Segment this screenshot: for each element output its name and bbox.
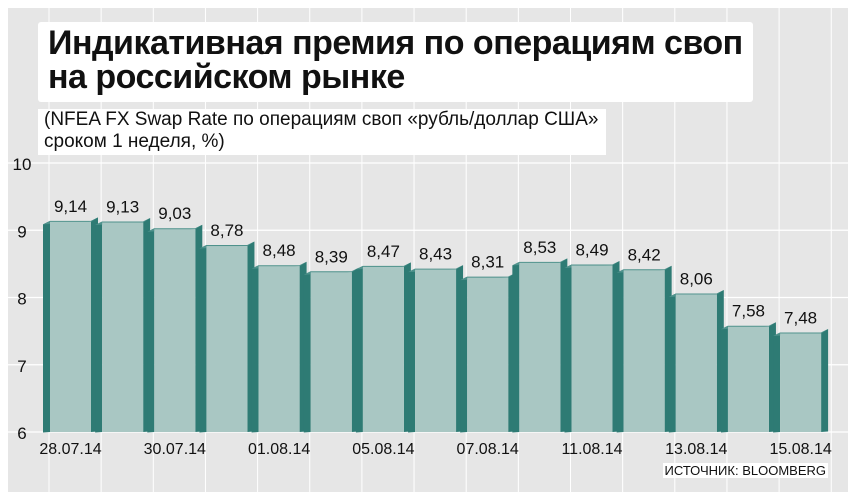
bar-value-label: 8,48 xyxy=(263,241,296,260)
y-tick-label: 7 xyxy=(17,357,26,376)
bar xyxy=(258,266,300,432)
bar xyxy=(206,246,248,432)
x-tick-label: 05.08.14 xyxy=(352,441,414,458)
bar-side-left xyxy=(564,264,572,433)
bar-side-left xyxy=(512,261,520,433)
y-tick-label: 10 xyxy=(13,155,32,174)
y-tick-label: 8 xyxy=(17,290,26,309)
bar-side-left xyxy=(147,228,155,433)
bar-value-label: 7,58 xyxy=(732,302,765,321)
x-tick-label: 13.08.14 xyxy=(665,441,727,458)
bar-value-label: 8,39 xyxy=(315,247,348,266)
bar-side-left xyxy=(95,221,103,433)
bar-value-label: 7,48 xyxy=(784,308,817,327)
y-tick-label: 6 xyxy=(17,424,26,443)
chart-title: Индикативная премия по операциям своп на… xyxy=(38,22,753,102)
chart-subtitle: (NFEA FX Swap Rate по операциям своп «ру… xyxy=(38,109,607,155)
bar-side-left xyxy=(408,268,416,433)
x-tick-label: 01.08.14 xyxy=(248,441,310,458)
bar xyxy=(571,265,613,432)
bar xyxy=(50,221,91,432)
bar-side-left xyxy=(251,265,259,433)
bar-value-label: 8,31 xyxy=(471,253,504,272)
bar xyxy=(623,270,665,432)
bar-value-label: 8,78 xyxy=(210,221,243,240)
bar-side-left xyxy=(773,332,781,433)
bar xyxy=(727,326,769,432)
chart-title-line-1: Индикативная премия по операциям своп xyxy=(48,24,743,62)
x-tick-label: 30.07.14 xyxy=(144,441,206,458)
bar-side xyxy=(821,328,829,432)
y-tick-label: 9 xyxy=(17,222,26,241)
bar-side-left xyxy=(43,220,50,433)
bar-value-label: 8,06 xyxy=(680,269,713,288)
chart-subtitle-line-1: (NFEA FX Swap Rate по операциям своп «ру… xyxy=(44,109,599,130)
bar-side-left xyxy=(720,325,728,433)
bar xyxy=(780,333,822,432)
chart-subtitle-line-2: сроком 1 неделя, %) xyxy=(44,131,225,152)
bar xyxy=(675,294,717,432)
bar-side-left xyxy=(616,269,624,433)
bar-value-label: 8,49 xyxy=(575,241,608,260)
bar-value-label: 8,43 xyxy=(419,245,452,264)
bar xyxy=(102,222,144,432)
bar xyxy=(154,229,196,432)
bar-value-label: 9,13 xyxy=(106,198,139,217)
bar-side-left xyxy=(460,276,468,433)
bar-side-left xyxy=(199,245,207,433)
bar-side-left xyxy=(303,271,311,433)
x-tick-label: 11.08.14 xyxy=(561,441,622,458)
chart-title-line-2: на российском рынке xyxy=(48,58,405,96)
bar-side-left xyxy=(668,293,676,433)
bar-value-label: 9,14 xyxy=(54,197,87,216)
bar-value-label: 9,03 xyxy=(158,204,191,223)
bar xyxy=(310,272,352,432)
bar xyxy=(467,277,509,432)
bar-value-label: 8,42 xyxy=(628,245,661,264)
bar-side-left xyxy=(355,265,363,433)
bar xyxy=(519,262,561,432)
source-note: ИСТОЧНИК: BLOOMBERG xyxy=(662,463,828,478)
x-tick-label: 15.08.14 xyxy=(769,441,831,458)
bar xyxy=(415,269,457,432)
bar-value-label: 8,47 xyxy=(367,242,400,261)
bar-value-label: 8,53 xyxy=(523,238,556,257)
bar xyxy=(362,266,404,432)
x-tick-label: 07.08.14 xyxy=(457,441,519,458)
x-tick-label: 28.07.14 xyxy=(39,441,101,458)
